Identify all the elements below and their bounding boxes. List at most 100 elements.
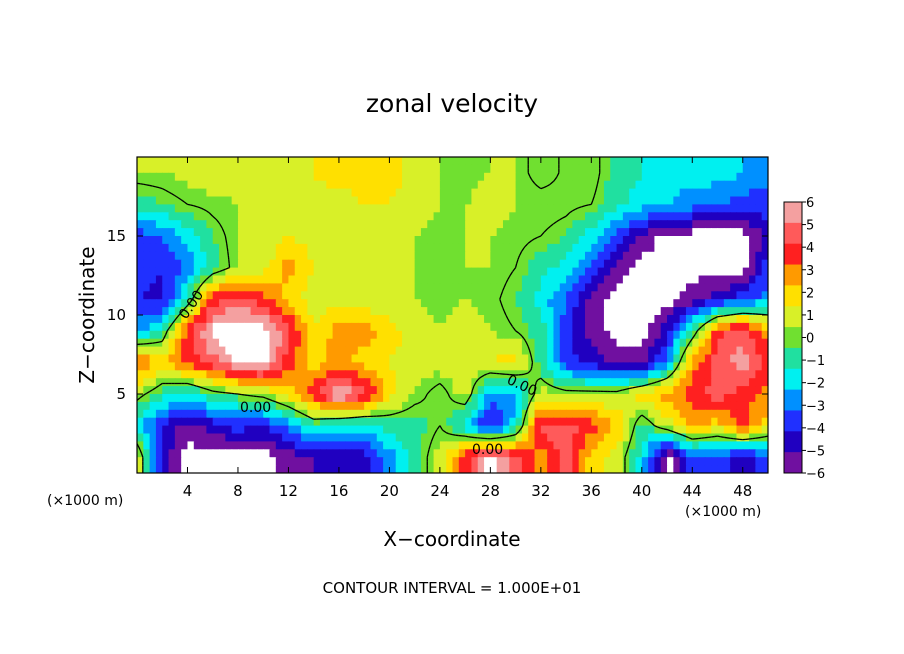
field-cell	[231, 457, 239, 466]
field-cell	[477, 204, 485, 213]
field-cell	[553, 212, 561, 221]
field-cell	[502, 315, 510, 324]
field-cell	[420, 172, 428, 182]
field-cell	[477, 307, 485, 316]
field-cell	[168, 212, 176, 221]
field-cell	[540, 457, 548, 466]
contour-segment	[546, 184, 550, 187]
field-cell	[174, 457, 182, 466]
field-cell	[496, 457, 504, 466]
field-cell	[174, 212, 182, 221]
field-cell	[458, 338, 466, 348]
field-cell	[313, 291, 321, 300]
field-cell	[282, 330, 290, 340]
field-cell	[137, 267, 144, 277]
field-cell	[187, 196, 195, 205]
field-cell	[326, 157, 334, 166]
field-cell	[452, 378, 460, 387]
field-cell	[155, 449, 163, 458]
field-cell	[452, 204, 460, 213]
field-cell	[502, 188, 510, 198]
field-cell	[294, 204, 302, 213]
field-cell	[471, 236, 479, 245]
field-cell	[263, 157, 271, 166]
field-cell	[275, 370, 283, 379]
contour-segment	[630, 433, 633, 438]
field-cell	[490, 433, 498, 442]
field-cell	[269, 330, 277, 340]
field-cell	[206, 417, 214, 427]
field-cell	[408, 228, 416, 237]
field-cell	[749, 322, 756, 332]
field-cell	[193, 220, 201, 229]
field-cell	[667, 417, 674, 427]
field-cell	[181, 322, 189, 332]
contour-segment	[590, 200, 594, 205]
field-cell	[225, 401, 233, 411]
field-cell	[219, 449, 226, 458]
field-cell	[307, 307, 315, 316]
field-cell	[427, 465, 435, 473]
field-cell	[282, 322, 290, 332]
field-cell	[244, 457, 252, 466]
contour-segment	[221, 227, 225, 233]
field-cell	[477, 291, 485, 300]
field-cell	[326, 291, 334, 300]
contour-segment	[165, 330, 168, 335]
field-cell	[313, 157, 321, 166]
field-cell	[282, 370, 290, 379]
contour-segment	[146, 391, 150, 394]
field-cell	[730, 259, 738, 269]
field-cell	[427, 220, 435, 229]
field-cell	[162, 386, 170, 395]
field-cell	[509, 188, 517, 198]
field-cell	[761, 243, 768, 253]
field-cell	[465, 283, 473, 292]
field-cell	[711, 291, 719, 300]
field-cell	[578, 409, 586, 419]
field-cell	[591, 362, 599, 371]
field-cell	[490, 394, 498, 403]
field-cell	[351, 378, 359, 387]
colorbar-tick-label: −2	[806, 377, 825, 392]
field-cell	[736, 315, 744, 324]
field-cell	[761, 212, 768, 221]
field-cell	[193, 267, 201, 277]
field-cell	[244, 315, 252, 324]
field-cell	[603, 346, 611, 356]
field-cell	[408, 299, 416, 308]
field-cell	[736, 212, 744, 221]
field-cell	[162, 299, 170, 308]
field-cell	[641, 204, 649, 213]
contour-segment	[524, 372, 529, 375]
field-cell	[673, 228, 681, 237]
field-cell	[231, 330, 239, 340]
field-cell	[149, 425, 157, 435]
field-cell	[168, 275, 176, 284]
field-cell	[534, 386, 542, 395]
field-cell	[143, 204, 151, 213]
field-cell	[585, 267, 592, 277]
field-cell	[553, 449, 561, 458]
field-cell	[704, 188, 712, 198]
field-cell	[364, 204, 372, 213]
field-cell	[439, 315, 447, 324]
field-cell	[553, 409, 561, 419]
field-cell	[206, 157, 214, 166]
field-cell	[490, 275, 498, 284]
field-cell	[301, 378, 308, 387]
field-cell	[364, 172, 372, 182]
field-cell	[465, 188, 473, 198]
field-cell	[263, 330, 271, 340]
field-cell	[736, 307, 744, 316]
field-cell	[269, 172, 277, 182]
field-cell	[137, 228, 144, 237]
field-cell	[585, 425, 592, 435]
field-cell	[717, 338, 725, 348]
field-cell	[187, 409, 195, 419]
field-cell	[206, 243, 214, 253]
contour-segment	[635, 417, 640, 423]
contour-segment	[467, 397, 470, 400]
field-cell	[250, 370, 258, 379]
field-cell	[420, 164, 428, 174]
